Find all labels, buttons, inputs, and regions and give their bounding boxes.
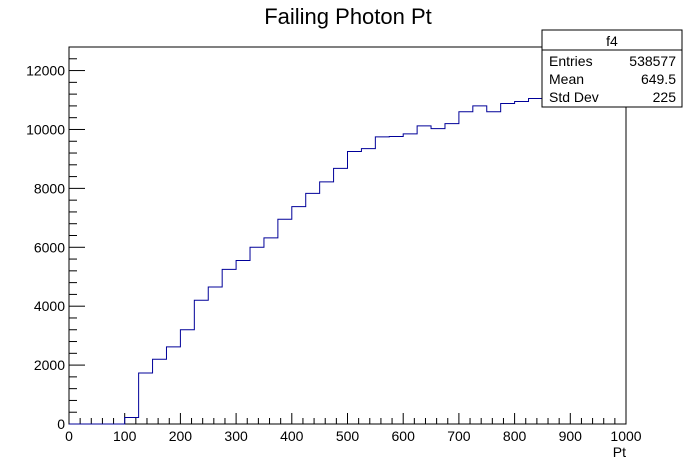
y-axis: 0 2000 4000 6000 8000 10000 12000 <box>26 46 85 432</box>
y-tick-label: 2000 <box>34 357 65 373</box>
y-tick-label: 4000 <box>34 298 65 314</box>
x-tick-label: 1000 <box>610 428 641 444</box>
y-tick-label: 10000 <box>26 121 65 137</box>
histogram-series-line <box>69 75 626 425</box>
x-tick-label: 600 <box>392 428 416 444</box>
x-axis-label: Pt <box>613 444 626 460</box>
y-tick-label: 6000 <box>34 239 65 255</box>
stats-mean-value: 649.5 <box>641 71 676 87</box>
x-tick-label: 700 <box>447 428 471 444</box>
x-axis: 0 100 200 300 400 500 600 700 800 900 1000 <box>65 413 642 444</box>
y-tick-label: 0 <box>57 416 65 432</box>
x-tick-label: 800 <box>503 428 527 444</box>
stats-stddev-value: 225 <box>653 89 677 105</box>
x-tick-label: 100 <box>113 428 137 444</box>
stats-stddev-label: Std Dev <box>549 89 599 105</box>
x-tick-label: 400 <box>280 428 304 444</box>
chart-title: Failing Photon Pt <box>264 4 432 29</box>
stats-box-title: f4 <box>606 33 618 49</box>
stats-entries-value: 538577 <box>629 53 676 69</box>
stats-entries-label: Entries <box>549 53 593 69</box>
x-tick-label: 500 <box>336 428 360 444</box>
stats-box-frame <box>541 29 683 108</box>
x-tick-label: 900 <box>559 428 583 444</box>
x-tick-label: 300 <box>224 428 248 444</box>
x-tick-label: 200 <box>169 428 193 444</box>
x-tick-label: 0 <box>65 428 73 444</box>
y-tick-label: 8000 <box>34 180 65 196</box>
y-tick-label: 12000 <box>26 63 65 79</box>
stats-box: f4 Entries 538577 Mean 649.5 Std Dev 225 <box>541 29 683 108</box>
stats-mean-label: Mean <box>549 71 584 87</box>
